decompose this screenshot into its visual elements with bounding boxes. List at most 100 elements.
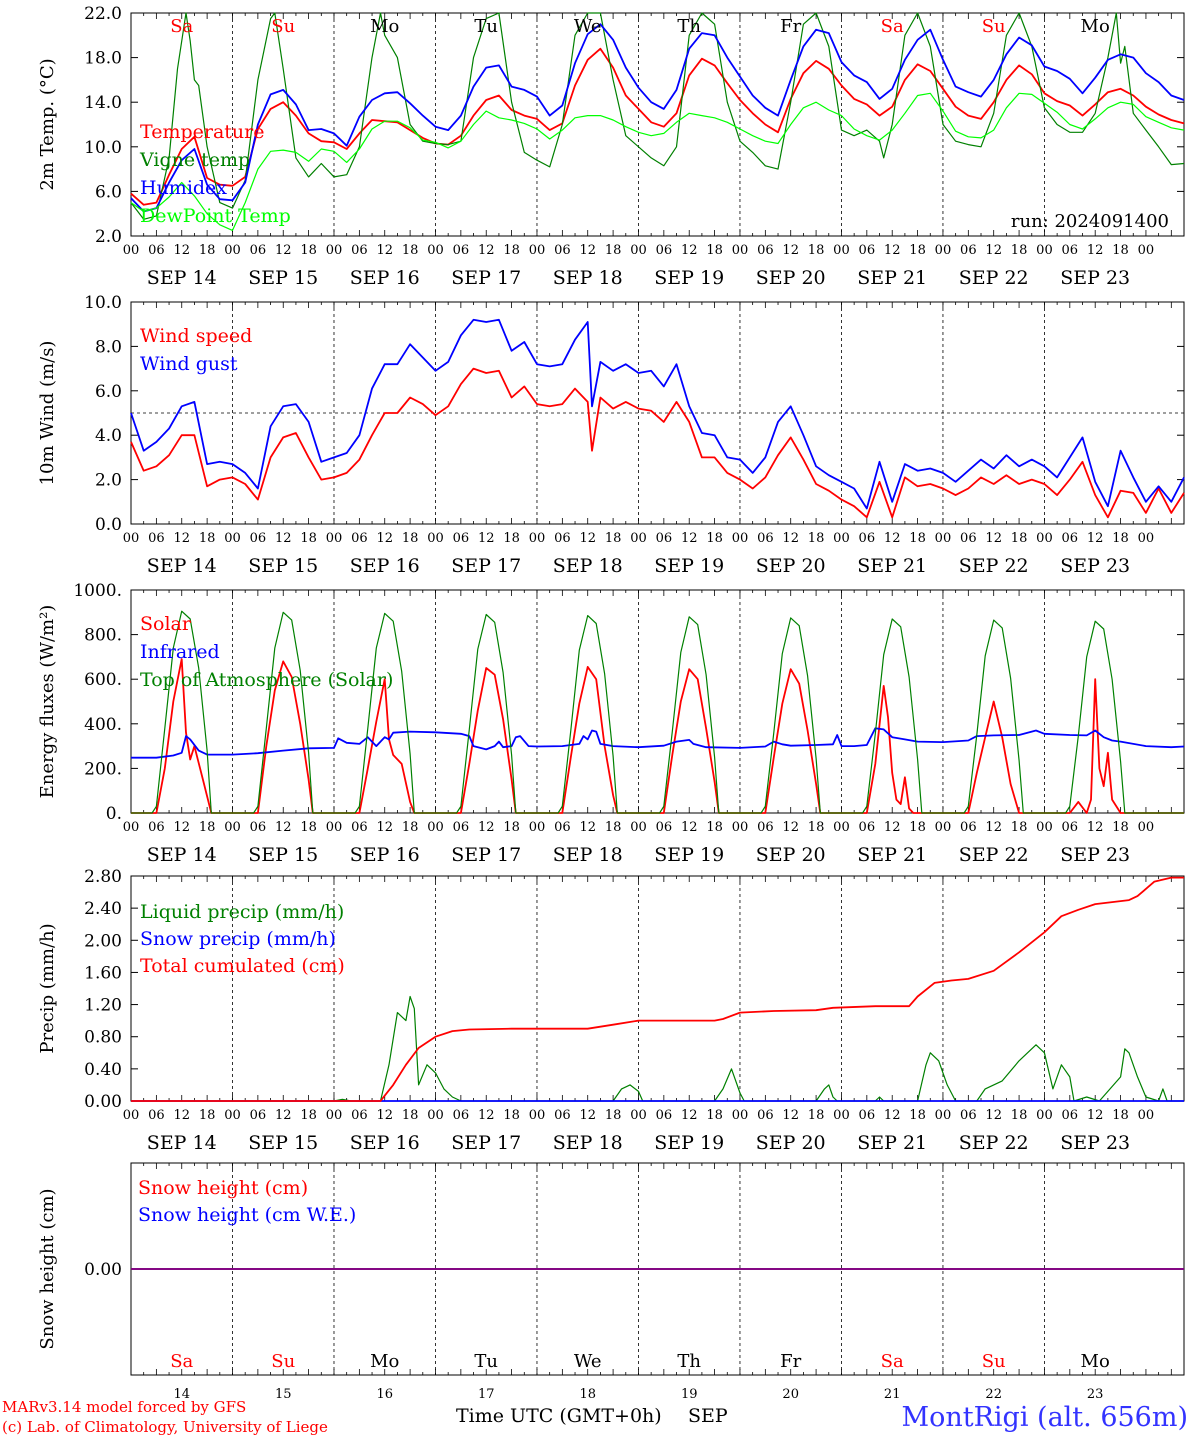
y-tick-label: 10.0	[84, 293, 122, 313]
hour-tick-label: 12	[681, 531, 698, 546]
weekday-label: Mo	[370, 1351, 399, 1372]
hour-tick-label: 06	[351, 820, 368, 835]
legend-entry: Top of Atmosphere (Solar)	[140, 669, 393, 691]
plot-frame	[130, 12, 1185, 237]
hour-tick-label: 00	[833, 820, 850, 835]
series-line	[130, 92, 1185, 231]
hour-tick-label: 00	[224, 531, 241, 546]
hour-tick-label: 06	[250, 531, 267, 546]
hour-tick-label: 18	[605, 1108, 622, 1123]
weekday-label: Su	[271, 16, 295, 37]
hour-tick-label: 18	[1112, 1108, 1129, 1123]
hour-tick-label: 06	[148, 243, 165, 258]
legend-entry: Wind gust	[140, 353, 238, 375]
hour-tick-label: 00	[1138, 531, 1155, 546]
hour-tick-label: 00	[1036, 243, 1053, 258]
series-line	[130, 367, 1185, 519]
hour-tick-label: 00	[630, 243, 647, 258]
hour-tick-label: 00	[1036, 1108, 1053, 1123]
hour-tick-label: 12	[884, 243, 901, 258]
hour-tick-label: 12	[884, 1108, 901, 1123]
hour-tick-label: 00	[833, 243, 850, 258]
hour-tick-label: 06	[859, 1108, 876, 1123]
hour-tick-label: 06	[960, 531, 977, 546]
hour-tick-label: 00	[935, 531, 952, 546]
date-label: SEP 17	[451, 1132, 521, 1154]
hour-tick-label: 06	[554, 820, 571, 835]
hour-tick-label: 18	[1112, 531, 1129, 546]
hour-tick-label: 12	[782, 243, 799, 258]
hour-tick-label: 18	[1112, 243, 1129, 258]
day-number-label: 15	[275, 1387, 292, 1402]
hour-tick-label: 12	[681, 1108, 698, 1123]
legend-entry: Snow height (cm W.E.)	[138, 1204, 356, 1226]
y-tick-label: 2.40	[84, 899, 122, 919]
weekday-label: Su	[982, 16, 1006, 37]
weekday-label: We	[574, 16, 602, 37]
hour-tick-label: 00	[1036, 531, 1053, 546]
hour-tick-label: 18	[300, 531, 317, 546]
date-label: SEP 18	[553, 267, 623, 289]
y-tick-label: 2.00	[84, 931, 122, 951]
series-line	[131, 995, 1184, 1102]
day-number-label: 14	[173, 1387, 190, 1402]
hour-tick-label: 12	[173, 531, 190, 546]
hour-tick-label: 18	[605, 531, 622, 546]
y-tick-label: 1.20	[84, 996, 122, 1016]
hour-tick-label: 18	[402, 243, 419, 258]
hour-tick-label: 12	[376, 531, 393, 546]
date-label: SEP 14	[147, 267, 217, 289]
hour-tick-label: 06	[656, 820, 673, 835]
hour-tick-label: 06	[859, 820, 876, 835]
hour-tick-label: 06	[1062, 243, 1079, 258]
hour-tick-label: 12	[985, 820, 1002, 835]
hour-tick-label: 06	[757, 820, 774, 835]
hour-tick-label: 00	[833, 1108, 850, 1123]
hour-tick-label: 18	[706, 531, 723, 546]
hour-tick-label: 12	[173, 1108, 190, 1123]
day-number-label: 17	[478, 1387, 495, 1402]
date-label: SEP 16	[350, 1132, 420, 1154]
day-number-label: 23	[1087, 1387, 1104, 1402]
x-axis-month: SEP	[688, 1405, 728, 1427]
weekday-label: Sa	[881, 16, 904, 37]
y-tick-label: 1.60	[84, 963, 122, 983]
y-tick-label: 2.0	[95, 227, 122, 247]
series-line	[130, 318, 1185, 510]
weekday-label: Su	[982, 1351, 1006, 1372]
y-tick-label: 0.	[106, 804, 122, 824]
weekday-label: Mo	[1081, 1351, 1110, 1372]
hour-tick-label: 00	[427, 531, 444, 546]
y-tick-label: 10.0	[84, 138, 122, 158]
hour-tick-label: 06	[250, 820, 267, 835]
hour-tick-label: 06	[960, 1108, 977, 1123]
series-line	[131, 658, 1184, 814]
plot-frame	[130, 589, 1185, 814]
hour-tick-label: 00	[935, 820, 952, 835]
hour-tick-label: 12	[275, 820, 292, 835]
weekday-label: Su	[271, 1351, 295, 1372]
weekday-label: Sa	[170, 1351, 193, 1372]
hour-tick-label: 12	[782, 1108, 799, 1123]
model-credit: MARv3.14 model forced by GFS	[2, 1398, 247, 1416]
hour-tick-label: 18	[909, 820, 926, 835]
hour-tick-label: 06	[351, 1108, 368, 1123]
series-line	[130, 12, 1185, 220]
hour-tick-label: 06	[453, 1108, 470, 1123]
hour-tick-label: 00	[732, 531, 749, 546]
hour-tick-label: 00	[1138, 1108, 1155, 1123]
legend-entry: Vigne temp	[139, 149, 250, 171]
hour-tick-label: 06	[351, 531, 368, 546]
hour-tick-label: 00	[1138, 820, 1155, 835]
hour-tick-label: 18	[402, 820, 419, 835]
hour-tick-label: 18	[706, 820, 723, 835]
hour-tick-label: 12	[478, 243, 495, 258]
hour-tick-label: 00	[529, 1108, 546, 1123]
hour-tick-label: 00	[326, 1108, 343, 1123]
hour-tick-label: 06	[1062, 1108, 1079, 1123]
hour-tick-label: 18	[402, 1108, 419, 1123]
hour-tick-label: 00	[935, 243, 952, 258]
panel-energy: 0. 200. 400. 600. 800. 1000. Energy fluxes (W/…	[37, 581, 1185, 866]
hour-tick-label: 12	[478, 531, 495, 546]
date-label: SEP 16	[350, 555, 420, 577]
